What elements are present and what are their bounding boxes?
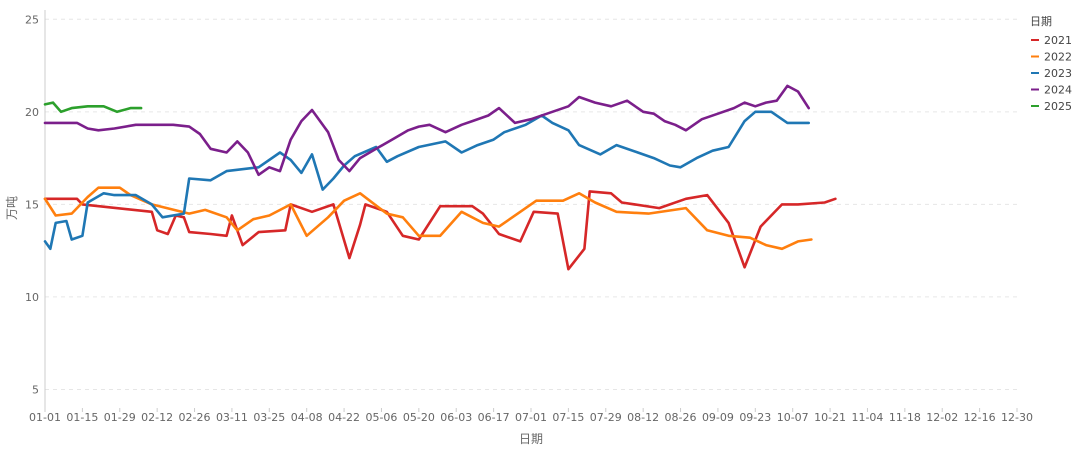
x-tick-label: 05-06 [365,411,397,424]
series-line-2021 [43,190,837,271]
legend-item-2024[interactable]: 2024 [1031,84,1072,97]
legend-label: 2021 [1044,34,1072,47]
x-tick-label: 06-03 [440,411,472,424]
x-tick-label: 03-11 [216,411,248,424]
y-axis-title: 万吨 [5,196,19,220]
x-axis-ticks: 01-01 01-15 01-29 02-12 02-26 03-11 03-25 04-08… [29,408,1033,424]
x-tick-label: 11-18 [889,411,921,424]
y-axis-ticks: 5 10 15 20 25 [25,13,39,396]
y-tick-label: 25 [25,13,39,26]
x-tick-label: 02-12 [141,411,173,424]
x-tick-label: 10-07 [777,411,809,424]
x-tick-label: 08-26 [665,411,697,424]
legend-item-2022[interactable]: 2022 [1031,51,1072,64]
x-tick-label: 07-15 [552,411,584,424]
legend[interactable]: 日期 2021 2022 2023 2024 2025 [1030,15,1072,113]
x-tick-label: 05-20 [403,411,435,424]
x-tick-label: 12-30 [1001,411,1033,424]
x-tick-label: 07-29 [590,411,622,424]
y-tick-label: 10 [25,291,39,304]
legend-title: 日期 [1030,15,1052,28]
y-tick-label: 5 [32,383,39,396]
x-tick-label: 07-01 [515,411,547,424]
x-tick-label: 01-01 [29,411,61,424]
x-tick-label: 04-08 [291,411,323,424]
y-tick-label: 15 [25,198,39,211]
x-tick-label: 12-02 [926,411,958,424]
legend-label: 2024 [1044,84,1072,97]
legend-label: 2022 [1044,51,1072,64]
x-tick-label: 01-29 [104,411,136,424]
x-tick-label: 09-23 [739,411,771,424]
legend-label: 2025 [1044,100,1072,113]
x-tick-label: 11-04 [851,411,883,424]
series-line-2024 [43,84,810,177]
series-line-2025 [43,101,143,114]
legend-item-2025[interactable]: 2025 [1031,100,1072,113]
y-tick-label: 20 [25,106,39,119]
series-lines [43,84,837,271]
legend-item-2023[interactable]: 2023 [1031,67,1072,80]
grid-lines [45,18,1017,390]
x-tick-label: 02-26 [179,411,211,424]
legend-label: 2023 [1044,67,1072,80]
x-tick-label: 12-16 [964,411,996,424]
x-tick-label: 08-12 [627,411,659,424]
x-tick-label: 09-09 [702,411,734,424]
series-line-2023 [43,110,810,251]
legend-item-2021[interactable]: 2021 [1031,34,1072,47]
x-tick-label: 01-15 [66,411,98,424]
x-tick-label: 10-21 [814,411,846,424]
x-tick-label: 03-25 [253,411,285,424]
x-axis-title: 日期 [519,432,543,446]
x-tick-label: 06-17 [478,411,510,424]
x-tick-label: 04-22 [328,411,360,424]
